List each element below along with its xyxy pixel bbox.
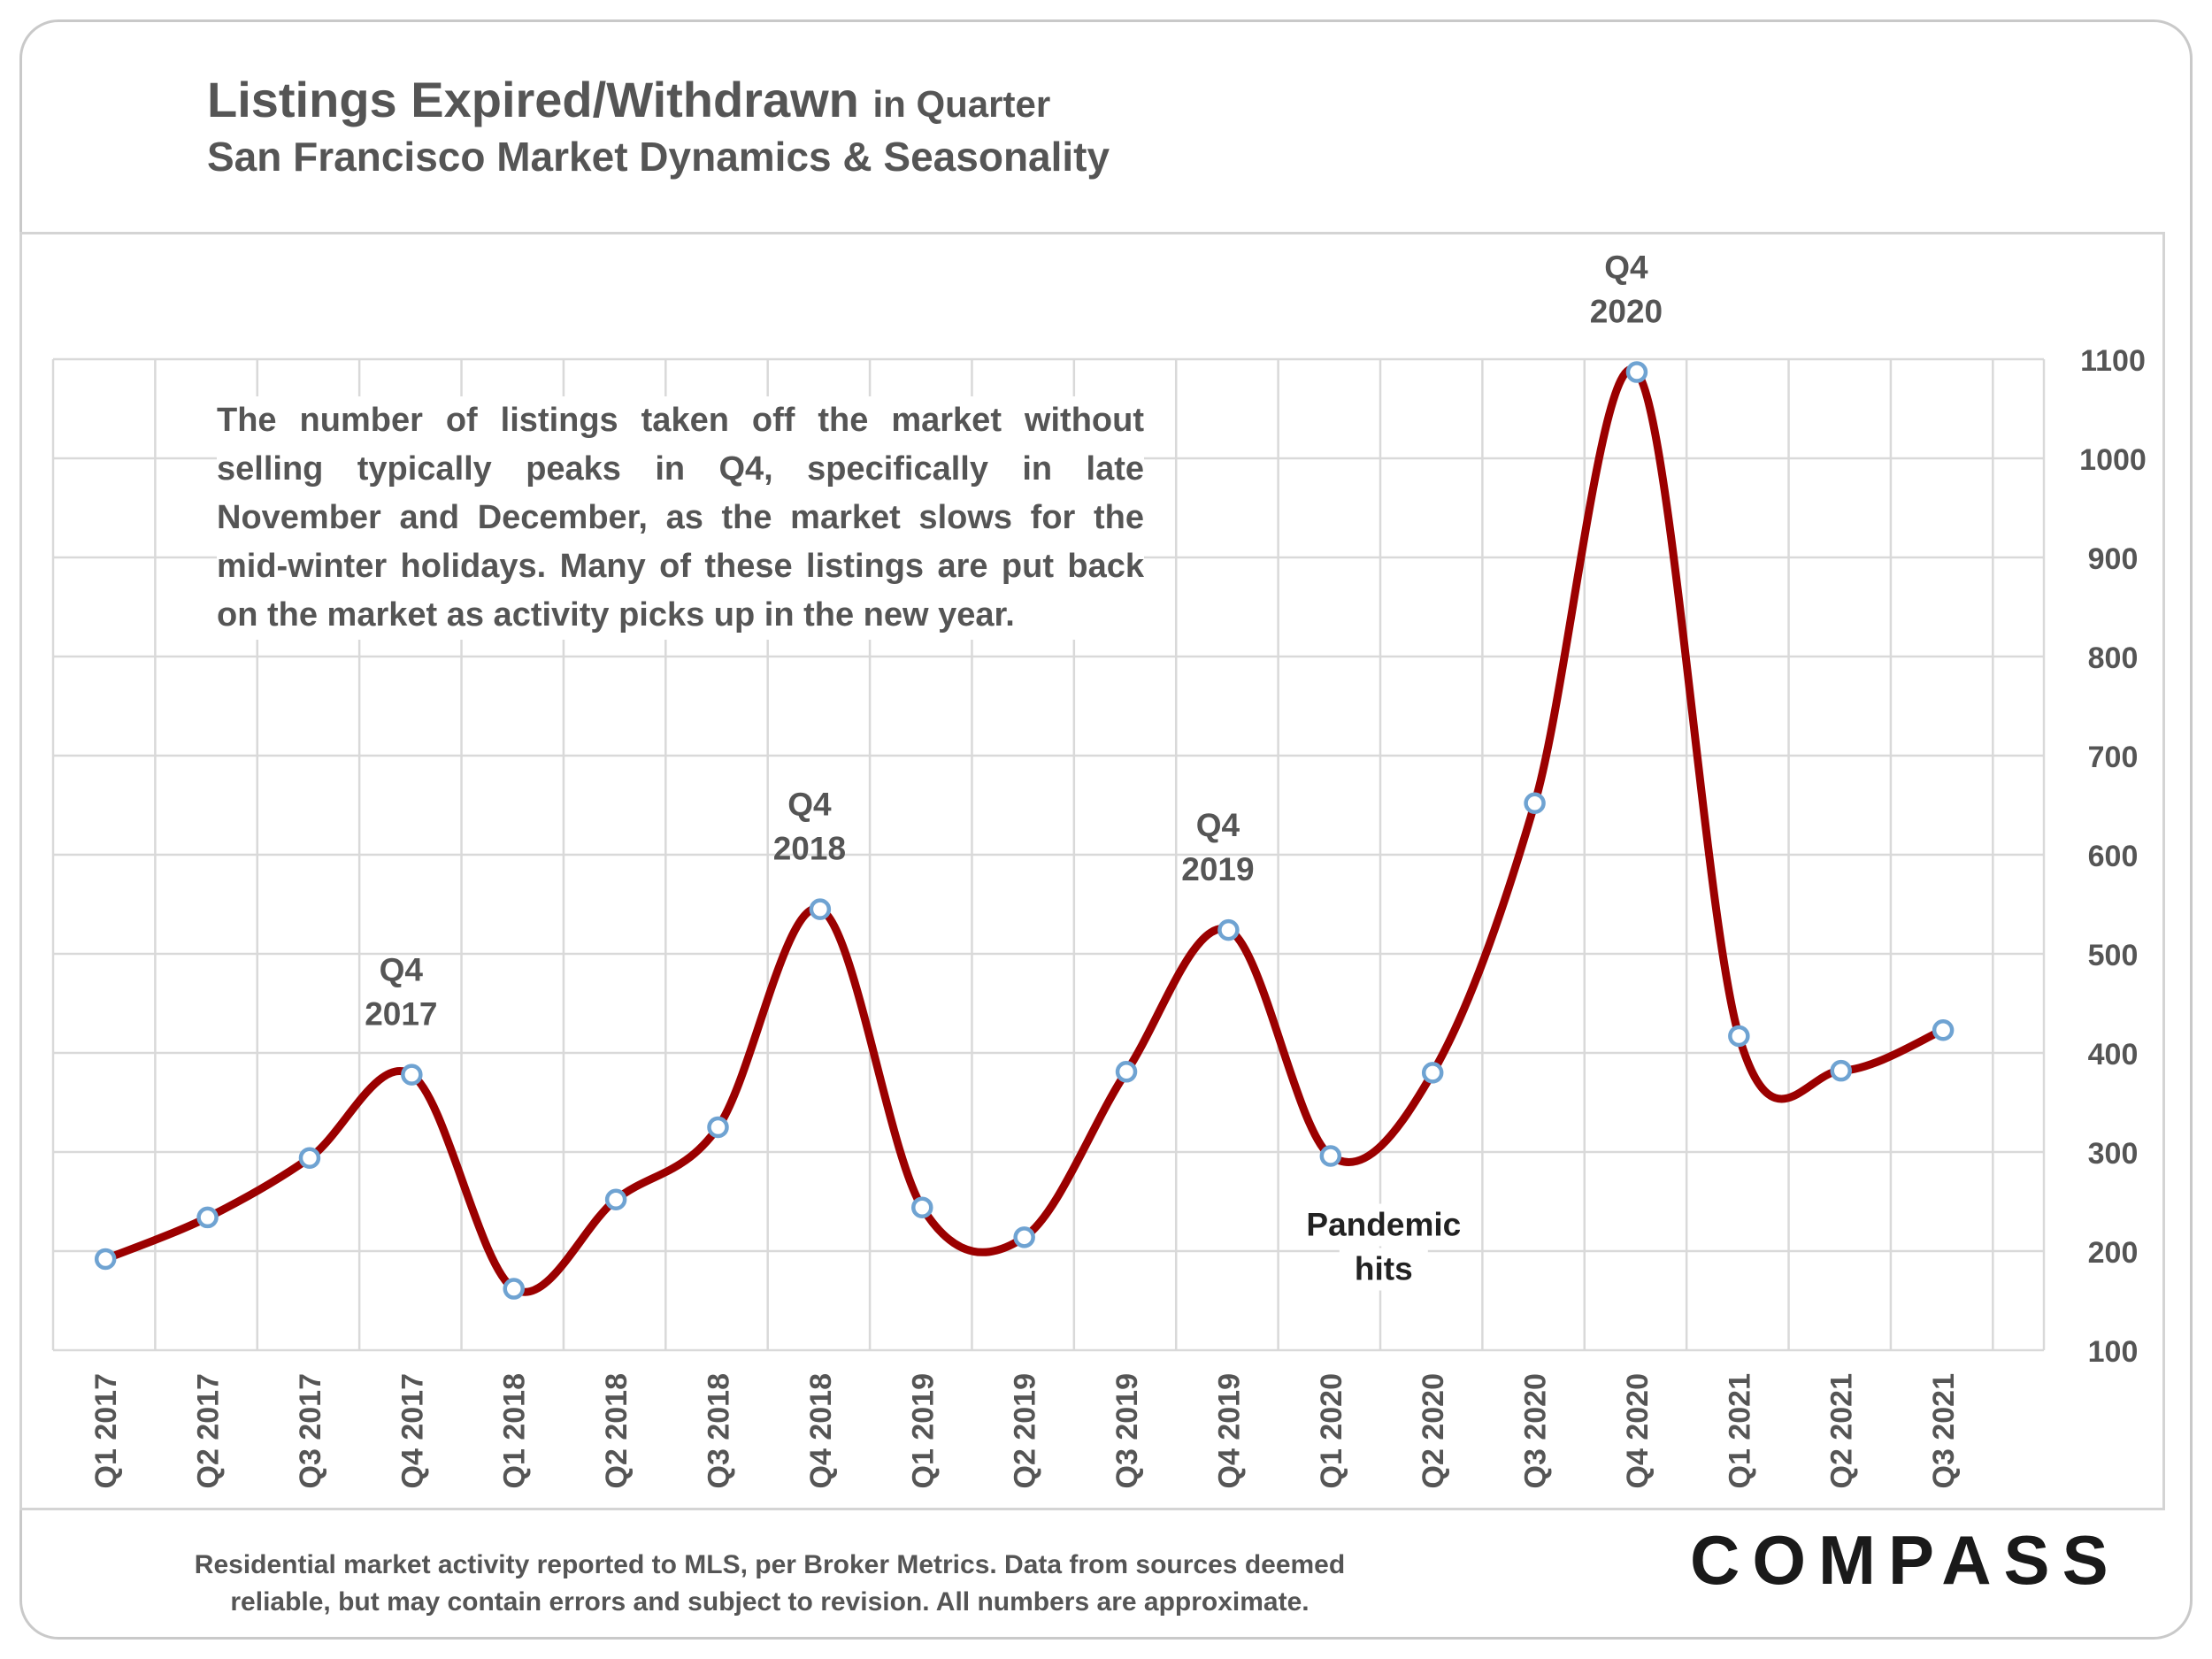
x-tick-label: Q2 2017 [192,1373,226,1488]
pandemic-annotation: Pandemic [1306,1206,1461,1242]
data-point [1013,1226,1035,1248]
data-point [1115,1061,1138,1083]
y-tick-label: 700 [2088,741,2139,774]
x-tick-label: Q1 2017 [89,1373,123,1488]
x-tick-label: Q4 2020 [1621,1373,1655,1488]
y-tick-label: 1000 [2079,443,2147,477]
y-tick-label: 100 [2088,1335,2139,1369]
annotation-background [1339,1248,1428,1291]
chart-subtitle: San Francisco Market Dynamics & Seasonal… [207,134,1110,180]
data-point [298,1147,321,1169]
x-tick-label: Q1 2020 [1315,1373,1348,1488]
x-tick-label: Q1 2021 [1723,1373,1756,1488]
x-tick-label: Q4 2017 [396,1373,429,1488]
peak-annotation: Q4 [787,787,832,823]
x-tick-label: Q3 2019 [1110,1373,1144,1488]
x-tick-label: Q2 2021 [1825,1373,1859,1488]
series-line [101,365,1947,1296]
footer-note: Residential market activity reported to … [177,1547,1363,1621]
data-point [1319,1145,1342,1167]
data-point [401,1064,423,1086]
compass-logo: COMPASS [1690,1521,2121,1599]
data-point [1524,792,1546,815]
footer-note-line-1: Residential market activity reported to … [194,1550,1346,1579]
x-tick-label: Q2 2019 [1009,1373,1042,1488]
data-point [1421,1062,1444,1084]
chart-panel [19,232,2165,1510]
x-tick-label: Q4 2019 [1212,1373,1246,1488]
data-point [707,1116,729,1139]
peak-annotation: 2017 [365,996,437,1033]
y-tick-label: 500 [2088,939,2139,972]
y-tick-label: 800 [2088,641,2139,675]
data-point [196,1206,219,1229]
x-tick-label: Q2 2020 [1417,1373,1450,1488]
y-tick-label: 300 [2088,1137,2139,1171]
x-tick-label: Q3 2018 [703,1373,736,1488]
y-tick-label: 1100 [2080,344,2146,378]
chart-title: Listings Expired/Withdrawn in Quarter [207,71,1050,128]
data-point [1830,1059,1852,1082]
x-tick-label: Q1 2019 [906,1373,940,1488]
data-point [1932,1018,1955,1041]
y-tick-label: 400 [2088,1038,2139,1071]
data-point [911,1196,933,1218]
data-point [503,1278,525,1300]
pandemic-annotation: hits [1355,1250,1413,1286]
annotation-background [1302,1203,1465,1247]
x-tick-label: Q1 2018 [498,1373,532,1488]
chart-title-suffix: in Quarter [872,83,1051,125]
peak-annotation: Q4 [1604,250,1648,286]
chart-title-text: Listings Expired/Withdrawn [207,72,859,127]
chart-annotation: The number of listings taken off the mar… [217,396,1144,640]
peak-annotation: 2018 [773,831,846,867]
peak-annotation: Q4 [380,952,424,988]
x-tick-label: Q4 2018 [804,1373,838,1488]
peak-annotation: 2020 [1590,294,1663,330]
y-tick-label: 600 [2088,840,2139,873]
footer-note-line-2: reliable, but may contain errors and sub… [230,1587,1310,1617]
y-tick-label: 200 [2088,1236,2139,1270]
data-point [1625,361,1648,383]
x-tick-label: Q3 2020 [1519,1373,1553,1488]
x-tick-label: Q3 2017 [294,1373,327,1488]
x-tick-label: Q2 2018 [600,1373,634,1488]
data-point [604,1188,627,1211]
peak-annotation: Q4 [1196,807,1240,843]
data-point [809,898,832,920]
y-tick-label: 900 [2088,542,2139,576]
x-tick-label: Q3 2021 [1927,1373,1961,1488]
data-point [94,1248,117,1271]
peak-annotation: 2019 [1181,851,1254,887]
data-point [1728,1025,1750,1048]
data-point [1217,918,1240,941]
